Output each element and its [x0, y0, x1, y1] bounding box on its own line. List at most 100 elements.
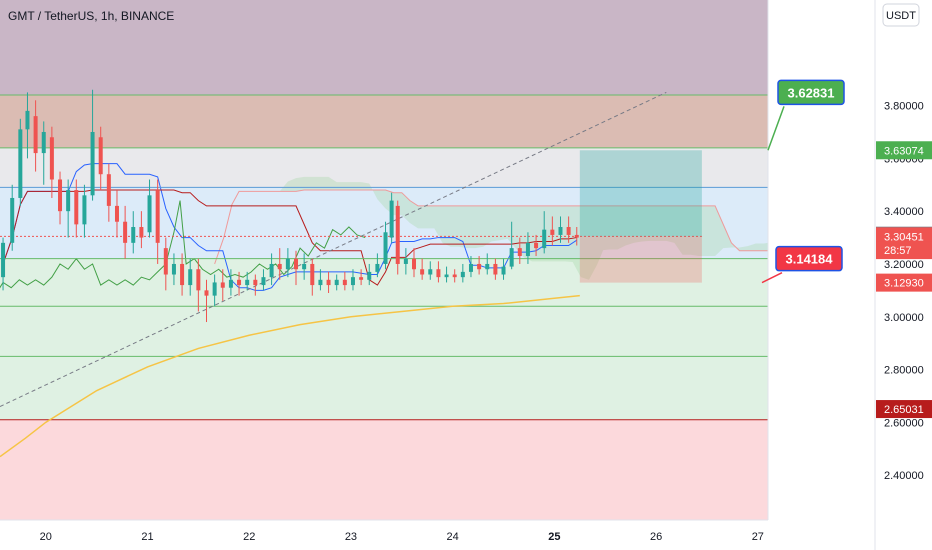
candle-body — [49, 137, 54, 180]
x-tick-label: 25 — [548, 531, 560, 543]
price-callout[interactable]: 3.62831 — [767, 79, 845, 151]
price-label: 28:57 — [876, 241, 932, 260]
candle — [383, 221, 388, 270]
candle-body — [147, 195, 152, 233]
candle-body — [375, 263, 380, 272]
position-target-zone[interactable] — [579, 150, 702, 237]
trendline[interactable] — [0, 91, 667, 407]
currency-button[interactable]: USDT — [882, 3, 920, 27]
price-callout[interactable]: 3.14184 — [761, 245, 843, 284]
candle-body — [420, 269, 425, 275]
candle-body — [10, 197, 15, 243]
candle — [261, 269, 266, 291]
price-label-text: 28:57 — [884, 245, 912, 257]
candle — [74, 179, 79, 238]
candle — [1, 237, 6, 291]
price-label: 3.63074 — [876, 141, 932, 160]
candle — [428, 261, 433, 280]
candle — [82, 184, 87, 238]
candle — [49, 126, 54, 198]
candle — [155, 179, 160, 264]
callout-box[interactable] — [775, 245, 843, 272]
y-tick-label: 3.20000 — [884, 259, 924, 271]
candle-body — [468, 263, 473, 272]
candle — [212, 274, 217, 307]
callout-box[interactable] — [777, 79, 845, 106]
x-tick-label: 22 — [243, 531, 255, 543]
candle — [534, 234, 539, 257]
candle-body — [412, 258, 417, 270]
candle-body — [33, 116, 38, 154]
candle — [326, 271, 331, 293]
candle — [188, 258, 193, 296]
callouts-layer[interactable]: 3.62831 3.14184 — [761, 79, 845, 284]
y-tick-label: 3.40000 — [884, 206, 924, 218]
candle-body — [106, 174, 111, 206]
trendline-layer[interactable] — [0, 91, 667, 407]
candle-body — [41, 131, 46, 154]
candle — [444, 266, 449, 283]
candle-body — [237, 279, 242, 286]
candle — [237, 271, 242, 296]
candle — [342, 271, 347, 291]
candle-body — [326, 279, 331, 286]
candle — [367, 263, 372, 286]
candle — [477, 256, 482, 275]
candle — [509, 221, 514, 270]
candle — [542, 211, 547, 254]
candle — [123, 205, 128, 259]
price-label-bg — [876, 400, 932, 419]
zone-top — [0, 0, 768, 96]
candle — [420, 258, 425, 280]
candle — [245, 271, 250, 291]
candle-body — [403, 258, 408, 264]
candles-layer — [1, 89, 579, 323]
x-tick-label: 26 — [650, 531, 662, 543]
candle — [253, 274, 258, 296]
candle-body — [253, 279, 258, 286]
callout-pointer — [761, 272, 783, 284]
long-position-tool[interactable] — [579, 150, 702, 283]
candle-body — [493, 263, 498, 275]
candle — [114, 190, 119, 238]
candle — [501, 258, 506, 280]
currency-label: USDT — [886, 10, 916, 22]
y-tick-label: 2.40000 — [884, 470, 924, 482]
candle-body — [395, 205, 400, 264]
candle — [318, 269, 323, 291]
candle — [460, 263, 465, 283]
candle-body — [261, 277, 266, 286]
candle — [277, 248, 282, 280]
time-axis-bg — [0, 520, 768, 550]
ichimoku-cloud — [214, 176, 789, 280]
x-tick-label: 20 — [40, 531, 52, 543]
candle-body — [1, 242, 6, 278]
candle — [525, 232, 530, 264]
zone-grey — [0, 147, 768, 188]
candle — [302, 253, 307, 280]
candle — [139, 211, 144, 249]
price-label-text: 3.30451 — [884, 231, 924, 243]
moving-average-layer — [0, 294, 580, 458]
ichimoku-chikou — [0, 200, 366, 289]
candle — [98, 126, 103, 191]
candle-body — [285, 258, 290, 270]
candle-body — [74, 190, 79, 225]
price-label: 2.65031 — [876, 400, 932, 419]
candle — [403, 248, 408, 275]
x-tick-label: 21 — [141, 531, 153, 543]
position-stop-zone[interactable] — [579, 236, 702, 283]
candle-body — [139, 227, 144, 238]
price-label-bg — [876, 141, 932, 160]
candle — [171, 253, 176, 286]
candle-body — [123, 221, 128, 243]
y-tick-label: 3.00000 — [884, 312, 924, 324]
candle-body — [452, 274, 457, 278]
candle-body — [163, 248, 168, 275]
candle-body — [82, 195, 87, 225]
candle-body — [359, 277, 364, 280]
candle — [468, 256, 473, 278]
